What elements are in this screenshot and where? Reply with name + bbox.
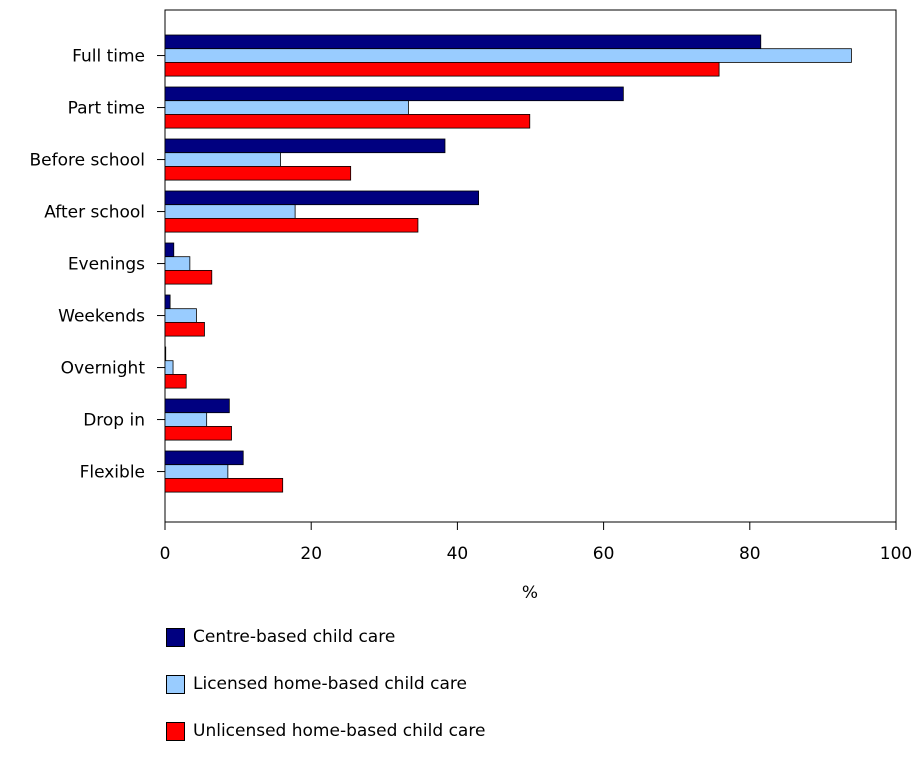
- x-axis-label: %: [522, 583, 538, 603]
- bar-1-6: [164, 294, 171, 310]
- bar-2-1: [164, 48, 852, 63]
- legend: Centre-based child care Licensed home-bas…: [166, 626, 485, 767]
- bar-1-2: [164, 86, 624, 102]
- bar-3-7: [164, 373, 187, 389]
- bar-3-2: [164, 114, 531, 129]
- bar-2-6: [164, 308, 197, 323]
- x-tick-label: 40: [447, 544, 469, 564]
- y-category-label: Before school: [30, 151, 146, 171]
- y-category-label: Part time: [68, 99, 145, 119]
- legend-label: Unlicensed home-based child care: [193, 721, 486, 741]
- bar-3-3: [164, 165, 352, 181]
- x-tick-label: 20: [300, 544, 322, 564]
- legend-label: Centre-based child care: [193, 627, 396, 647]
- legend-swatch: [166, 721, 185, 741]
- y-category-label: Full time: [72, 47, 145, 67]
- x-tick-label: 0: [160, 544, 171, 564]
- bar-1-8: [164, 398, 230, 414]
- bar-1-5: [164, 242, 175, 258]
- bar-1-3: [164, 138, 446, 154]
- x-tick-label: 60: [593, 544, 615, 564]
- bar-2-8: [164, 412, 208, 427]
- bar-2-4: [164, 204, 296, 219]
- bar-1-7: [164, 346, 167, 362]
- legend-item: Licensed home-based child care: [166, 673, 485, 695]
- legend-item: Unlicensed home-based child care: [166, 720, 485, 742]
- x-tick-label: 80: [739, 544, 761, 564]
- y-category-label: Evenings: [68, 255, 145, 275]
- y-category-label: Flexible: [80, 463, 145, 483]
- y-category-label: Overnight: [61, 359, 146, 379]
- y-category-label: Drop in: [83, 411, 145, 431]
- y-category-label: Weekends: [58, 307, 145, 327]
- bar-3-9: [164, 477, 284, 493]
- bar-1-1: [164, 34, 762, 50]
- bar-2-5: [164, 256, 191, 271]
- legend-item: Centre-based child care: [166, 626, 485, 648]
- legend-swatch: [166, 674, 185, 694]
- bar-2-7: [164, 360, 174, 375]
- bar-2-2: [164, 100, 409, 115]
- bar-3-8: [164, 425, 232, 441]
- bar-3-5: [164, 269, 213, 285]
- x-tick-label: 100: [880, 544, 912, 564]
- bar-2-3: [164, 152, 281, 167]
- y-category-label: After school: [44, 203, 145, 223]
- bar-2-9: [164, 464, 229, 479]
- bar-3-4: [164, 217, 419, 233]
- bar-1-4: [164, 190, 479, 206]
- bar-1-9: [164, 450, 244, 466]
- bar-3-1: [164, 62, 720, 77]
- legend-label: Licensed home-based child care: [193, 674, 467, 694]
- legend-swatch: [166, 627, 185, 647]
- bar-3-6: [164, 321, 205, 337]
- bar-chart: Full time Part time Before school After sch…: [30, 9, 912, 603]
